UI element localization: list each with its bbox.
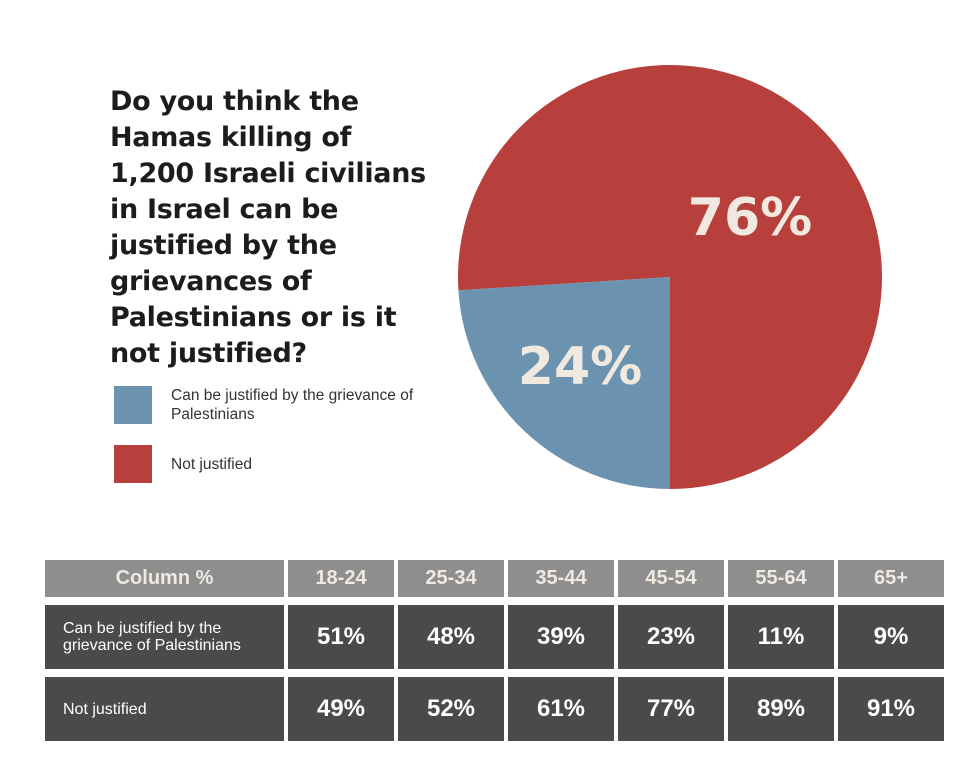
- table-row: Can be justified by the grievance of Pal…: [45, 605, 944, 669]
- table-row: Not justified 49% 52% 61% 77% 89% 91%: [45, 677, 944, 741]
- table-cell: 49%: [288, 677, 394, 741]
- table-cell: 51%: [288, 605, 394, 669]
- pie-slice-not-justified: [458, 65, 883, 489]
- table-cell: 9%: [838, 605, 944, 669]
- pie-label-not-justified: 76%: [688, 188, 812, 248]
- chart-title: Do you think the Hamas killing of 1,200 …: [110, 86, 426, 369]
- column-header: 18-24: [288, 560, 394, 597]
- age-breakdown-table: Column % 18-24 25-34 35-44 45-54 55-64 6…: [41, 552, 948, 749]
- table-header-row: Column % 18-24 25-34 35-44 45-54 55-64 6…: [45, 560, 944, 597]
- table-cell: 48%: [398, 605, 504, 669]
- legend-swatch-not-justified: [114, 445, 152, 483]
- legend-label-justified: Can be justified by the grievance of Pal…: [171, 387, 414, 423]
- table-cell: 23%: [618, 605, 724, 669]
- legend-item-justified: Can be justified by the grievance of Pal…: [114, 386, 414, 424]
- table-header-label: Column %: [45, 560, 284, 597]
- pie-chart: 76% 24%: [458, 65, 883, 489]
- column-header: 65+: [838, 560, 944, 597]
- pie-label-justified: 24%: [518, 337, 642, 397]
- table-cell: 91%: [838, 677, 944, 741]
- legend-item-not-justified: Not justified: [114, 445, 414, 483]
- column-header: 45-54: [618, 560, 724, 597]
- column-header: 35-44: [508, 560, 614, 597]
- column-header: 55-64: [728, 560, 834, 597]
- pie-slice-justified: [458, 277, 670, 489]
- column-header: 25-34: [398, 560, 504, 597]
- table-cell: 61%: [508, 677, 614, 741]
- legend-label-not-justified: Not justified: [171, 455, 252, 473]
- legend-swatch-justified: [114, 386, 152, 424]
- table-cell: 39%: [508, 605, 614, 669]
- table-cell: 11%: [728, 605, 834, 669]
- table-cell: 89%: [728, 677, 834, 741]
- table-cell: 77%: [618, 677, 724, 741]
- row-label: Can be justified by the grievance of Pal…: [45, 605, 284, 669]
- row-label: Not justified: [45, 677, 284, 741]
- table-cell: 52%: [398, 677, 504, 741]
